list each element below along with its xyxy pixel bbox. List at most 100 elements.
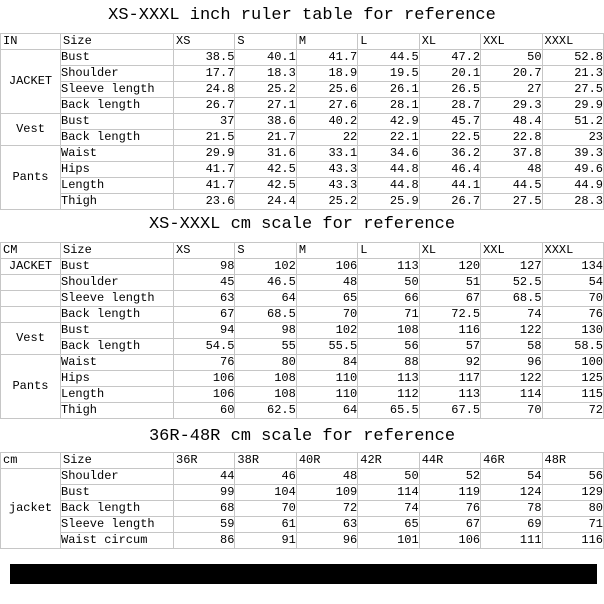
size-column-header: XL	[418, 33, 482, 50]
measurement-value: 29.9	[172, 145, 236, 162]
size-header: Size	[60, 33, 174, 50]
measurement-value: 116	[418, 322, 482, 339]
measurement-value: 134	[541, 258, 604, 275]
measurement-label: Back length	[60, 129, 174, 146]
measurement-value: 64	[295, 402, 359, 419]
table-row: Hips 41.7 42.5 43.3 44.8 46.4 48 49.6	[1, 161, 604, 178]
measurement-value: 120	[418, 258, 482, 275]
measurement-value: 54	[541, 274, 604, 291]
measurement-value: 114	[480, 386, 543, 403]
measurement-label: Sleeve length	[60, 516, 174, 533]
measurement-label: Thigh	[60, 193, 174, 210]
measurement-value: 45.7	[418, 113, 482, 130]
size-header: Size	[60, 242, 174, 259]
measurement-label: Waist	[60, 145, 174, 162]
measurement-value: 55	[234, 338, 297, 355]
measurement-value: 124	[480, 484, 543, 501]
measurement-value: 22.1	[357, 129, 420, 146]
measurement-value: 20.7	[480, 65, 543, 82]
measurement-value: 86	[172, 532, 236, 549]
measurement-value: 49.6	[541, 161, 604, 178]
measurement-label: Hips	[60, 370, 174, 387]
measurement-value: 68	[172, 500, 236, 517]
measurement-value: 66	[357, 290, 420, 307]
table-row: Length 41.7 42.5 43.3 44.8 44.1 44.5 44.9	[1, 177, 604, 194]
size-column-header: XXXL	[541, 242, 604, 259]
measurement-value: 113	[357, 370, 420, 387]
measurement-value: 46	[234, 468, 297, 485]
measurement-value: 44.5	[357, 49, 420, 66]
table-row: Sleeve length 59 61 63 65 67 69 71	[1, 516, 604, 533]
measurement-value: 28.3	[541, 193, 604, 210]
measurement-value: 28.7	[418, 97, 482, 114]
measurement-value: 27.5	[480, 193, 543, 210]
measurement-label: Bust	[60, 322, 174, 339]
measurement-value: 130	[541, 322, 604, 339]
measurement-value: 111	[480, 532, 543, 549]
measurement-value: 70	[295, 306, 359, 323]
measurement-value: 63	[295, 516, 359, 533]
measurement-value: 106	[295, 258, 359, 275]
size-column-header: 40R	[295, 452, 359, 469]
cm-table-section: XS-XXXL cm scale for reference CM Size XS S…	[0, 213, 604, 419]
measurement-value: 109	[295, 484, 359, 501]
measurement-value: 58	[480, 338, 543, 355]
table-row: Shoulder 45 46.5 48 50 51 52.5 54	[0, 274, 604, 291]
measurement-value: 46.4	[418, 161, 482, 178]
measurement-value: 42.5	[234, 177, 297, 194]
measurement-value: 41.7	[172, 161, 236, 178]
measurement-value: 61	[234, 516, 297, 533]
garment-group-cell	[0, 306, 61, 323]
measurement-value: 51.2	[541, 113, 604, 130]
size-column-header: 48R	[541, 452, 604, 469]
garment-group-cell: jacket	[0, 468, 61, 549]
measurement-value: 122	[480, 370, 543, 387]
measurement-value: 96	[295, 532, 359, 549]
measurement-value: 113	[357, 258, 420, 275]
measurement-value: 23	[541, 129, 604, 146]
measurement-label: Shoulder	[60, 65, 174, 82]
measurement-value: 76	[172, 354, 236, 371]
measurement-label: Shoulder	[60, 468, 174, 485]
table-row: JACKET Bust 98 102 106 113 120 127 134	[0, 258, 604, 275]
measurement-value: 102	[295, 322, 359, 339]
measurement-value: 43.3	[295, 161, 359, 178]
measurement-value: 84	[295, 354, 359, 371]
measurement-value: 91	[234, 532, 297, 549]
measurement-label: Waist circum	[60, 532, 174, 549]
measurement-value: 41.7	[295, 49, 359, 66]
measurement-value: 113	[418, 386, 482, 403]
measurement-value: 44.5	[480, 177, 543, 194]
measurement-value: 48	[480, 161, 543, 178]
size-column-header: S	[234, 33, 297, 50]
header-row: CM Size XS S M L XL XXL XXXL	[0, 242, 604, 259]
measurement-value: 70	[480, 402, 543, 419]
measurement-value: 116	[541, 532, 604, 549]
unit-header: CM	[0, 242, 61, 259]
measurement-value: 106	[172, 386, 236, 403]
measurement-label: Bust	[60, 49, 174, 66]
measurement-value: 21.5	[172, 129, 236, 146]
size-column-header: XXL	[480, 33, 543, 50]
measurement-value: 22.5	[418, 129, 482, 146]
measurement-value: 29.9	[541, 97, 604, 114]
measurement-value: 67	[172, 306, 236, 323]
measurement-value: 26.1	[357, 81, 420, 98]
table-row: Thigh 23.6 24.4 25.2 25.9 26.7 27.5 28.3	[1, 193, 604, 210]
garment-group-cell: Vest	[0, 113, 61, 146]
measurement-value: 51	[418, 274, 482, 291]
garment-group-cell: Pants	[0, 354, 61, 419]
measurement-value: 55.5	[295, 338, 359, 355]
measurement-value: 29.3	[480, 97, 543, 114]
size-column-header: 38R	[234, 452, 297, 469]
measurement-value: 71	[541, 516, 604, 533]
measurement-value: 65	[357, 516, 420, 533]
garment-group-cell: Vest	[0, 322, 61, 355]
table-row: Vest Bust 37 38.6 40.2 42.9 45.7 48.4 51.2	[0, 113, 604, 146]
measurement-value: 100	[541, 354, 604, 371]
measurement-value: 38.6	[234, 113, 297, 130]
measurement-value: 25.6	[295, 81, 359, 98]
size-column-header: XL	[418, 242, 482, 259]
measurement-value: 125	[541, 370, 604, 387]
measurement-label: Back length	[60, 500, 174, 517]
